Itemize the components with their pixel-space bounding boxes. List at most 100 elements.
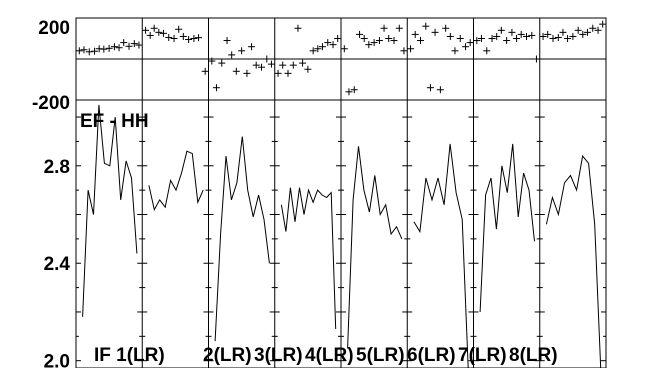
scatter-point [135,41,143,49]
scatter-point [110,43,118,51]
scatter-point [356,30,364,38]
scatter-point [417,37,424,45]
scatter-point [238,47,246,55]
scatter-point [442,24,450,32]
scatter-point [105,44,113,52]
scatter-point [523,32,530,40]
scatter-point [385,35,393,42]
series-line-5 [347,146,403,349]
scatter-point [466,39,474,47]
scatter-point [252,61,260,69]
scatter-point [488,35,496,42]
scatter-point [564,35,572,42]
panel-label-6: 6(LR) [407,345,456,366]
top-scatter-points [75,20,607,96]
scatter-point [599,20,607,28]
scatter-point [365,41,373,49]
scatter-point [274,69,282,77]
scatter-point [175,25,183,33]
series-line-6 [413,143,469,368]
scatter-point [223,37,231,45]
top-y-tick-label: -200 [32,93,70,114]
scatter-point [208,57,216,65]
scatter-point [370,39,378,47]
scatter-point [411,30,419,38]
scatter-point [212,84,220,92]
scatter-point [263,55,271,63]
scatter-point [407,45,415,53]
series-line-1 [82,104,138,317]
scatter-point [267,60,275,68]
scatter-point [350,86,358,94]
scatter-point [493,32,501,40]
scatter-point [554,33,562,41]
scatter-point [589,24,597,32]
scatter-point [477,35,485,42]
scatter-point [549,35,557,42]
top-y-tick-label: 200 [38,18,70,39]
scatter-point [120,39,128,47]
scatter-point [279,61,287,69]
scatter-point [594,26,602,34]
bottom-y-ticks: 2.0 2.4 2.8 [44,116,606,368]
scatter-point [583,28,591,36]
scatter-point [431,28,439,36]
scatter-point [451,47,459,55]
scatter-point [243,69,251,77]
scatter-point [503,37,511,45]
scatter-point [559,28,567,36]
chart-title: EF - HH [80,111,149,132]
scatter-point [85,48,93,56]
scatter-point [195,34,203,42]
panel-label-1: IF 1(LR) [94,345,165,366]
bottom-series-lines [82,104,602,368]
scatter-point [100,45,108,53]
scatter-point [248,43,256,51]
scatter-point [473,37,481,45]
scatter-point [539,32,547,40]
scatter-point [150,24,158,32]
scatter-point [190,35,198,42]
scatter-point [422,22,430,30]
scatter-point [299,59,307,67]
bottom-y-tick-label: 2.4 [44,254,71,275]
scatter-point [284,69,292,77]
scatter-point [201,67,209,75]
scatter-point [508,28,516,36]
scatter-point [165,33,173,41]
scatter-point [483,47,491,55]
scatter-point [446,32,454,40]
scatter-point [360,35,368,42]
scatter-point [426,84,434,92]
scatter-point [574,26,582,34]
scatter-point [232,67,240,75]
scatter-point [170,35,178,42]
scatter-point [75,47,83,55]
scatter-point [528,31,536,39]
scatter-point [380,24,388,32]
scatter-point [80,46,88,54]
scatter-point [142,26,150,34]
bottom-y-tick-label: 2.0 [44,352,70,368]
scatter-point [258,63,265,71]
scatter-point [289,61,297,69]
plot-frame [75,17,607,368]
scatter-point [146,31,154,39]
scatter-point [513,35,521,42]
top-y-ticks: 200 -200 [32,18,70,114]
series-line-8 [545,154,602,368]
scatter-point [462,43,470,51]
scatter-point [324,39,332,47]
series-line-4 [280,187,337,330]
scatter-point [155,28,163,36]
series-line-2 [148,150,204,211]
scatter-point [400,47,408,55]
scatter-point [309,47,317,55]
scatter-point [130,40,138,48]
scatter-point [532,55,540,63]
scatter-point [395,24,403,32]
scatter-point [436,86,444,94]
scatter-point [579,30,587,38]
scatter-point [294,24,302,32]
